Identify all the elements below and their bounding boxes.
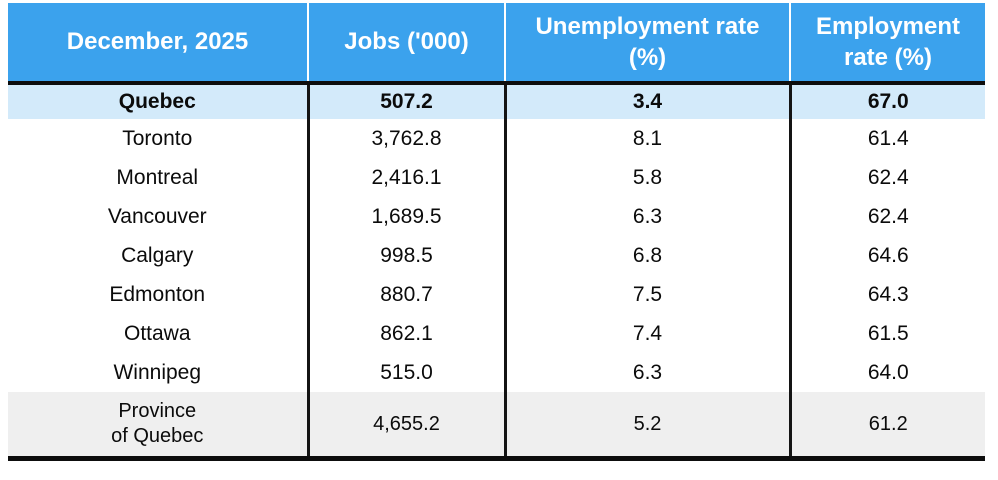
unemployment-rate-cell: 8.1	[503, 119, 790, 158]
row-toronto: Toronto 3,762.8 8.1 61.4	[8, 119, 985, 158]
employment-statistics-table: December, 2025 Jobs ('000) Unemployment …	[8, 3, 985, 461]
region-cell: Toronto	[8, 119, 308, 158]
employment-rate-cell: 67.0	[788, 83, 985, 119]
row-winnipeg: Winnipeg 515.0 6.3 64.0	[8, 353, 985, 392]
jobs-cell: 4,655.2	[306, 392, 505, 461]
jobs-cell: 1,689.5	[306, 197, 505, 236]
region-cell: Edmonton	[8, 275, 308, 314]
employment-rate-cell: 64.6	[788, 236, 985, 275]
unemployment-rate-cell: 6.3	[503, 197, 790, 236]
jobs-cell: 507.2	[306, 83, 505, 119]
region-cell: Ottawa	[8, 314, 308, 353]
table-body: Quebec 507.2 3.4 67.0 Toronto 3,762.8 8.…	[8, 83, 985, 461]
unemployment-rate-cell: 5.2	[503, 392, 790, 461]
jobs-cell: 998.5	[306, 236, 505, 275]
unemployment-rate-cell: 3.4	[503, 83, 790, 119]
employment-rate-cell: 64.0	[788, 353, 985, 392]
employment-rate-cell: 64.3	[788, 275, 985, 314]
region-cell: Province of Quebec	[8, 392, 308, 461]
region-cell: Montreal	[8, 158, 308, 197]
employment-rate-cell: 61.5	[788, 314, 985, 353]
unemployment-rate-cell: 5.8	[503, 158, 790, 197]
unemployment-rate-cell: 7.4	[503, 314, 790, 353]
column-header-jobs: Jobs ('000)	[307, 3, 505, 85]
row-quebec: Quebec 507.2 3.4 67.0	[8, 83, 985, 119]
employment-rate-cell: 61.4	[788, 119, 985, 158]
column-header-unemployment-rate: Unemployment rate (%)	[504, 3, 790, 85]
jobs-cell: 880.7	[306, 275, 505, 314]
region-cell: Quebec	[8, 83, 308, 119]
unemployment-rate-cell: 6.3	[503, 353, 790, 392]
table-header: December, 2025 Jobs ('000) Unemployment …	[8, 3, 985, 85]
row-vancouver: Vancouver 1,689.5 6.3 62.4	[8, 197, 985, 236]
employment-rate-cell: 62.4	[788, 158, 985, 197]
row-montreal: Montreal 2,416.1 5.8 62.4	[8, 158, 985, 197]
employment-rate-cell: 61.2	[788, 392, 985, 461]
header-row: December, 2025 Jobs ('000) Unemployment …	[8, 3, 985, 85]
region-cell: Winnipeg	[8, 353, 308, 392]
row-ottawa: Ottawa 862.1 7.4 61.5	[8, 314, 985, 353]
jobs-cell: 862.1	[306, 314, 505, 353]
row-calgary: Calgary 998.5 6.8 64.6	[8, 236, 985, 275]
region-cell: Vancouver	[8, 197, 308, 236]
row-province-of-quebec: Province of Quebec 4,655.2 5.2 61.2	[8, 392, 985, 461]
jobs-cell: 2,416.1	[306, 158, 505, 197]
region-cell: Calgary	[8, 236, 308, 275]
unemployment-rate-cell: 7.5	[503, 275, 790, 314]
column-header-period: December, 2025	[8, 3, 308, 85]
column-header-employment-rate: Employment rate (%)	[789, 3, 985, 85]
jobs-cell: 515.0	[306, 353, 505, 392]
jobs-cell: 3,762.8	[306, 119, 505, 158]
employment-rate-cell: 62.4	[788, 197, 985, 236]
unemployment-rate-cell: 6.8	[503, 236, 790, 275]
row-edmonton: Edmonton 880.7 7.5 64.3	[8, 275, 985, 314]
